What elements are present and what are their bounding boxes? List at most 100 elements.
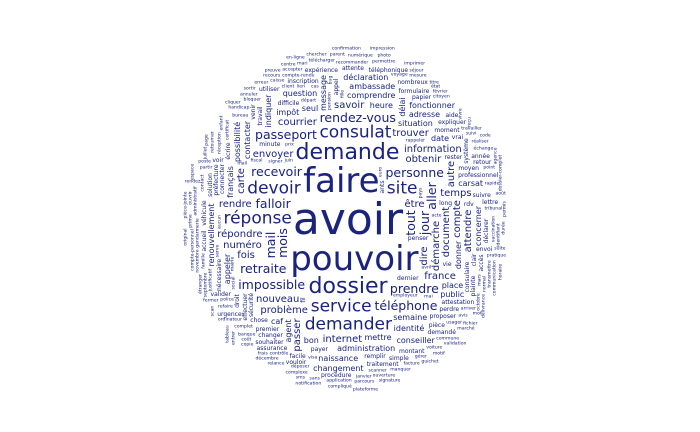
cloud-word: envoi <box>475 245 493 253</box>
cloud-word: souhaiter <box>255 338 284 346</box>
cloud-word: notification <box>295 381 322 387</box>
cloud-word: coût <box>241 337 252 343</box>
cloud-word: difficile <box>277 100 300 108</box>
cloud-word: vie <box>442 260 452 268</box>
cloud-word: manquer <box>390 367 411 373</box>
cloud-word: voir <box>212 156 224 164</box>
cloud-word: recevoir <box>251 163 302 179</box>
cloud-word: mois <box>274 228 290 259</box>
cloud-word: semaine <box>393 312 428 322</box>
cloud-word: permettre <box>372 59 396 65</box>
cloud-word: famille <box>201 253 207 269</box>
cloud-word: mettre <box>364 333 392 343</box>
cloud-word: caf <box>270 317 284 327</box>
cloud-word: pièce-jointe <box>183 191 189 219</box>
cloud-word: caisse <box>270 78 285 84</box>
cloud-word: écrire <box>225 142 233 160</box>
cloud-word: copie <box>241 342 254 348</box>
cloud-word: travailler <box>461 126 482 132</box>
cloud-word: normal <box>482 275 488 293</box>
cloud-word: sms <box>295 375 306 381</box>
cloud-word: indiquer <box>263 94 273 128</box>
cloud-word: motif <box>432 351 445 357</box>
cloud-word: mail <box>262 231 278 259</box>
cloud-word: retour <box>473 158 492 166</box>
cloud-word: recommander <box>335 60 369 66</box>
cloud-word: adresse <box>408 110 441 120</box>
cloud-word: titre <box>429 80 439 86</box>
cloud-word: nombreux <box>397 78 428 86</box>
cloud-word: complexe <box>285 370 308 376</box>
cloud-word: mesure <box>409 73 427 79</box>
cloud-word: jour <box>416 211 432 236</box>
cloud-word: fonctionner <box>409 101 455 111</box>
cloud-word: numérique <box>347 54 373 60</box>
cloud-word: février <box>432 89 448 95</box>
cloud-word: impression <box>369 46 395 52</box>
cloud-word: bureau <box>232 114 249 120</box>
cloud-word: certificat <box>226 120 232 141</box>
cloud-word: assurance <box>256 344 288 352</box>
cloud-word: venir <box>249 104 257 120</box>
cloud-word: attendre <box>463 209 475 253</box>
cloud-word: visa <box>308 355 318 361</box>
cloud-word: seul <box>301 104 319 114</box>
cloud-word: signature <box>378 378 401 384</box>
cloud-word: compliqué <box>327 384 352 390</box>
cloud-word: sans <box>309 376 320 382</box>
cloud-word: durée <box>502 221 507 235</box>
cloud-word: code <box>479 133 491 139</box>
cloud-word: impôt <box>276 108 300 118</box>
cloud-word: droit <box>233 294 241 308</box>
cloud-word: vrai <box>451 134 464 142</box>
cloud-word: facture <box>403 361 420 367</box>
cloud-word: déclarer <box>483 219 491 244</box>
cloud-word: dossier <box>308 274 388 300</box>
cloud-word: falloir <box>255 195 291 211</box>
cloud-word: dire <box>419 245 431 266</box>
cloud-word: erreur <box>254 81 269 87</box>
cloud-word: retourner <box>210 131 216 153</box>
cloud-word: document <box>441 207 453 258</box>
cloud-word: reçu <box>467 116 473 127</box>
cloud-word: rdv <box>463 201 474 209</box>
cloud-word: travail <box>257 106 265 126</box>
cloud-word: internet <box>322 333 363 345</box>
cloud-word: enfant <box>219 115 225 131</box>
cloud-word: refaire <box>217 305 233 311</box>
cloud-word: premier <box>255 325 280 333</box>
cloud-word: client <box>281 84 295 90</box>
cloud-word: suivre <box>472 191 491 199</box>
cloud-word: voyage <box>390 72 408 78</box>
cloud-word: consulat <box>319 122 392 143</box>
cloud-word: information <box>404 143 462 155</box>
cloud-word: lien <box>296 84 305 90</box>
cloud-word: site <box>386 178 418 199</box>
cloud-word: dossier-complet <box>499 154 505 192</box>
cloud-word: juin <box>284 158 293 164</box>
cloud-word: appel <box>333 78 341 96</box>
cloud-word: chose <box>250 316 268 324</box>
cloud-word: centre <box>280 62 296 68</box>
cloud-word: rester <box>444 153 463 161</box>
cloud-word: départ <box>300 98 317 104</box>
cloud-word: original <box>184 228 190 247</box>
cloud-word: urgence <box>217 310 242 318</box>
cloud-word: voiture <box>426 345 443 351</box>
cloud-word: bon <box>303 335 319 345</box>
cloud-word: page <box>204 134 210 146</box>
cloud-word: en-ligne <box>286 55 305 61</box>
cloud-word: signer <box>268 159 283 165</box>
cloud-word: montant <box>398 348 425 356</box>
cloud-word: décembre <box>255 357 279 363</box>
cloud-word: possibilité <box>233 121 243 162</box>
cloud-word: aller <box>423 182 439 211</box>
cloud-word: déposer <box>290 364 310 370</box>
cloud-word: annuler <box>240 92 258 98</box>
cloud-word: service <box>310 296 372 317</box>
cloud-word: délai <box>398 97 408 117</box>
cloud-word: message <box>318 75 328 112</box>
cloud-word: vouloir <box>285 358 307 366</box>
cloud-word: penser <box>407 235 429 243</box>
